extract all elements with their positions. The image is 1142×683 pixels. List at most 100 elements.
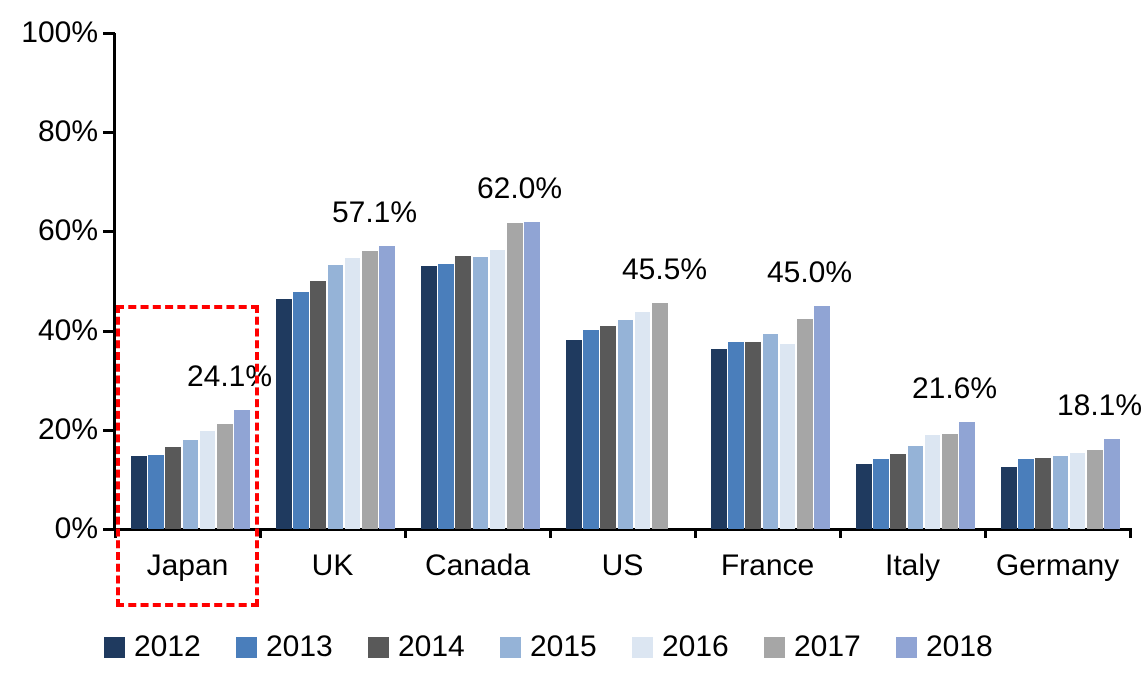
legend-swatch-2014 xyxy=(368,636,389,658)
bar-us-2017 xyxy=(652,303,668,529)
x-axis-tick xyxy=(984,529,987,538)
bar-japan-2013 xyxy=(148,454,164,529)
bar-us-2012 xyxy=(566,339,582,529)
highlight-box-japan xyxy=(116,305,259,607)
bar-canada-2013 xyxy=(438,263,454,529)
y-axis-tick-label: 60% xyxy=(37,214,98,248)
bar-uk-2013 xyxy=(293,291,309,529)
legend-label-2012: 2012 xyxy=(134,630,201,663)
legend-item-2018: 2018 xyxy=(896,630,1028,664)
category-label-japan: Japan xyxy=(146,549,229,582)
bar-canada-2015 xyxy=(472,257,489,529)
x-axis-tick xyxy=(1129,529,1132,538)
legend-label-2016: 2016 xyxy=(662,630,729,663)
value-label-france: 45.0% xyxy=(766,255,853,289)
bar-france-2017 xyxy=(797,319,813,529)
bar-japan-2016 xyxy=(199,431,216,529)
legend-label-2018: 2018 xyxy=(926,630,993,663)
legend-swatch-2012 xyxy=(104,636,125,658)
bar-italy-2017 xyxy=(942,433,958,529)
category-label-germany: Germany xyxy=(995,549,1120,582)
bar-canada-2018 xyxy=(524,221,540,529)
bar-germany-2016 xyxy=(1069,452,1086,529)
category-label-canada: Canada xyxy=(424,549,531,582)
legend-label-2014: 2014 xyxy=(398,630,465,663)
y-axis-tick-label: 40% xyxy=(37,313,98,347)
bar-italy-2012 xyxy=(856,463,872,529)
bar-canada-2016 xyxy=(489,249,506,529)
bar-japan-2014 xyxy=(165,447,182,529)
bar-france-2016 xyxy=(779,344,796,529)
bar-france-2014 xyxy=(745,342,762,529)
bar-uk-2014 xyxy=(310,281,327,529)
legend-swatch-2018 xyxy=(896,636,917,658)
bar-japan-2017 xyxy=(217,424,233,529)
bar-us-2013 xyxy=(583,330,599,529)
x-axis-tick xyxy=(114,529,117,538)
legend-item-2013: 2013 xyxy=(236,630,368,664)
bar-canada-2014 xyxy=(455,256,472,529)
bar-france-2015 xyxy=(762,334,779,529)
bar-uk-2018 xyxy=(379,245,395,529)
legend-swatch-2016 xyxy=(632,636,653,658)
bar-us-2014 xyxy=(600,325,617,529)
legend-item-2012: 2012 xyxy=(104,630,236,664)
bar-japan-2015 xyxy=(182,439,199,529)
bar-germany-2013 xyxy=(1018,459,1034,529)
bar-italy-2016 xyxy=(924,434,941,529)
category-label-france: France xyxy=(720,549,815,582)
y-axis-tick xyxy=(103,428,115,432)
legend-label-2015: 2015 xyxy=(530,630,597,663)
bar-us-2016 xyxy=(634,312,651,529)
x-axis-tick xyxy=(404,529,407,538)
legend-label-2013: 2013 xyxy=(266,630,333,663)
category-label-us: US xyxy=(601,549,644,582)
x-axis-tick xyxy=(839,529,842,538)
y-axis-line xyxy=(113,33,116,529)
bar-italy-2014 xyxy=(890,453,907,529)
bar-france-2018 xyxy=(814,305,830,529)
bar-canada-2017 xyxy=(507,223,523,529)
bar-us-2015 xyxy=(617,320,634,529)
legend-item-2014: 2014 xyxy=(368,630,500,664)
bar-germany-2015 xyxy=(1052,456,1069,529)
bar-italy-2018 xyxy=(959,421,975,529)
category-label-uk: UK xyxy=(311,549,354,582)
y-axis-tick xyxy=(103,131,115,135)
value-label-italy: 21.6% xyxy=(911,371,998,405)
bar-uk-2016 xyxy=(344,258,361,529)
y-axis-tick-label: 0% xyxy=(54,512,98,545)
legend-item-2017: 2017 xyxy=(764,630,896,664)
y-axis-tick-label: 100% xyxy=(21,16,98,49)
bar-italy-2013 xyxy=(873,459,889,529)
bar-italy-2015 xyxy=(907,445,924,529)
bar-france-2012 xyxy=(711,348,727,529)
legend-swatch-2015 xyxy=(500,636,521,658)
bar-germany-2018 xyxy=(1104,439,1120,529)
x-axis-tick xyxy=(549,529,552,538)
x-axis-tick xyxy=(694,529,697,538)
value-label-us: 45.5% xyxy=(621,253,708,287)
value-label-germany: 18.1% xyxy=(1056,389,1142,423)
y-axis-tick xyxy=(103,32,115,35)
bar-uk-2017 xyxy=(362,251,378,529)
x-axis-line xyxy=(113,528,1132,531)
legend-label-2017: 2017 xyxy=(794,630,861,663)
bar-canada-2012 xyxy=(421,265,437,529)
bar-japan-2018 xyxy=(234,409,250,529)
category-label-italy: Italy xyxy=(884,549,941,582)
bar-uk-2012 xyxy=(276,299,292,529)
x-axis-tick xyxy=(259,529,262,538)
y-axis-tick xyxy=(103,230,115,234)
y-axis-tick xyxy=(103,528,115,531)
value-label-canada: 62.0% xyxy=(476,171,563,205)
bar-uk-2015 xyxy=(327,264,344,529)
y-axis-tick-label: 20% xyxy=(37,412,98,446)
bar-germany-2017 xyxy=(1087,450,1103,529)
legend-swatch-2017 xyxy=(764,636,785,658)
bar-germany-2014 xyxy=(1035,458,1052,529)
value-label-uk: 57.1% xyxy=(331,195,418,229)
legend-item-2016: 2016 xyxy=(632,630,764,664)
y-axis-tick xyxy=(103,329,115,333)
